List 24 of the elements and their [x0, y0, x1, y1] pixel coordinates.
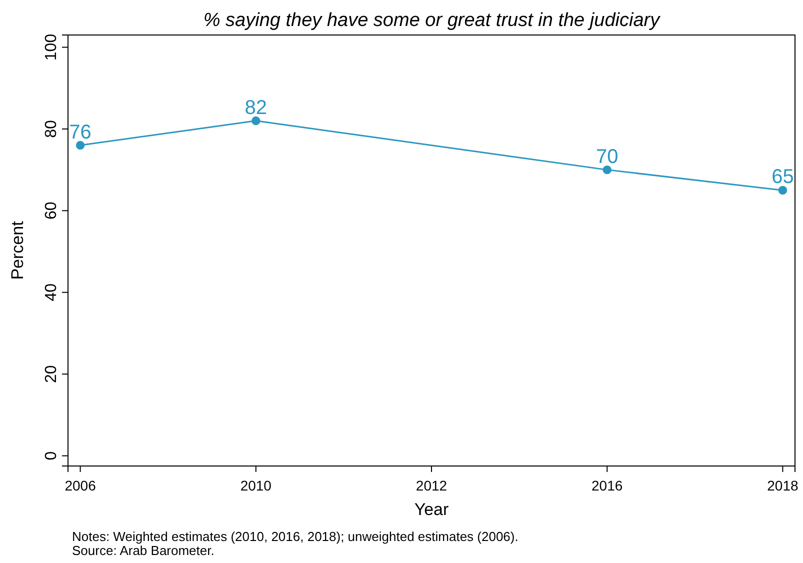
data-label: 70 — [596, 146, 618, 168]
x-tick-label: 2012 — [416, 477, 448, 494]
y-tick-label: 80 — [43, 120, 60, 138]
point — [252, 116, 260, 126]
point — [778, 186, 788, 195]
point — [602, 165, 612, 174]
x-axis-title: Year — [414, 500, 450, 519]
y-tick-label: 0 — [43, 451, 60, 460]
point — [76, 140, 85, 150]
x-tick-label: 2010 — [240, 477, 272, 494]
y-tick-label: 40 — [43, 283, 60, 302]
x-tick-label: 2016 — [592, 477, 623, 494]
y-tick-label: 60 — [43, 202, 60, 220]
data-label: 65 — [772, 166, 794, 188]
y-tick-label: 100 — [43, 34, 60, 61]
text: Notes: Weighted estimates (2010, 2016, 2018); unweighted estimates (2006). — [72, 529, 518, 544]
chart-title: % saying they have some or great trust in the judiciary — [203, 10, 662, 31]
source-note: Source: Arab Barometer. — [72, 543, 214, 558]
y-axis-title: Percent — [8, 220, 27, 280]
y-tick-label: 20 — [43, 365, 60, 383]
x-tick-label: 2018 — [767, 477, 798, 494]
data-label: 82 — [244, 96, 268, 119]
x-tick-label: 2006 — [64, 477, 96, 494]
data-label: 76 — [69, 121, 92, 144]
